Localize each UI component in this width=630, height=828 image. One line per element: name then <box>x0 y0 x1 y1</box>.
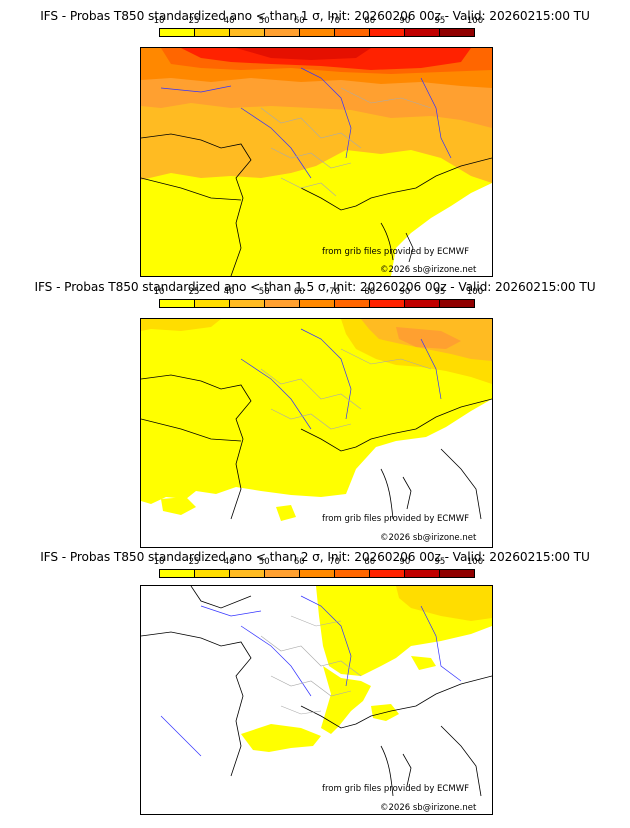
tick-label: 90 <box>399 557 411 567</box>
tick-label: 10 <box>153 287 165 297</box>
tick-label: 100 <box>466 287 484 297</box>
panel-title: IFS - Probas T850 standardized ano < tha… <box>34 280 596 294</box>
probability-map <box>140 318 493 548</box>
tick-label: 95 <box>434 557 446 567</box>
color-swatch <box>440 570 474 577</box>
tick-label: 25 <box>188 557 200 567</box>
color-swatch <box>160 570 195 577</box>
color-swatch <box>230 300 265 307</box>
credit-copyright: ©2026 sb@irizone.net <box>380 803 477 813</box>
tick-label: 25 <box>188 287 200 297</box>
credit-copyright: ©2026 sb@irizone.net <box>380 533 477 543</box>
tick-label: 40 <box>223 16 235 26</box>
color-swatch <box>405 570 440 577</box>
color-swatch <box>300 570 335 577</box>
probability-map <box>140 585 493 815</box>
tick-label: 70 <box>329 557 341 567</box>
colorbar-legend: 10 25 40 50 60 70 80 90 95 100 <box>154 287 484 311</box>
tick-label: 50 <box>258 16 270 26</box>
color-swatch <box>440 29 474 36</box>
colorbar-tick-labels: 10 25 40 50 60 70 80 90 95 100 <box>154 16 484 28</box>
colorbar-legend: 10 25 40 50 60 70 80 90 95 100 <box>154 557 484 581</box>
tick-label: 80 <box>364 16 376 26</box>
tick-label: 80 <box>364 287 376 297</box>
tick-label: 10 <box>153 557 165 567</box>
colorbar-legend: 10 25 40 50 60 70 80 90 95 100 <box>154 16 484 40</box>
color-swatch <box>405 300 440 307</box>
colorbar-swatches <box>159 569 475 578</box>
credit-source: from grib files provided by ECMWF <box>322 784 469 794</box>
tick-label: 70 <box>329 287 341 297</box>
tick-label: 95 <box>434 16 446 26</box>
color-swatch <box>335 570 370 577</box>
tick-label: 60 <box>293 287 305 297</box>
probability-panel-1-5sigma: IFS - Probas T850 standardized ano < tha… <box>0 271 630 548</box>
color-swatch <box>230 570 265 577</box>
color-swatch <box>195 29 230 36</box>
color-swatch <box>370 29 405 36</box>
color-swatch <box>370 300 405 307</box>
tick-label: 90 <box>399 16 411 26</box>
panel-title: IFS - Probas T850 standardized ano < tha… <box>40 9 590 23</box>
color-swatch <box>195 570 230 577</box>
tick-label: 10 <box>153 16 165 26</box>
map-image <box>141 48 492 276</box>
probability-panel-1sigma: IFS - Probas T850 standardized ano < tha… <box>0 0 630 277</box>
tick-label: 40 <box>223 287 235 297</box>
tick-label: 40 <box>223 557 235 567</box>
color-swatch <box>160 29 195 36</box>
tick-label: 80 <box>364 557 376 567</box>
tick-label: 25 <box>188 16 200 26</box>
color-swatch <box>300 29 335 36</box>
colorbar-tick-labels: 10 25 40 50 60 70 80 90 95 100 <box>154 287 484 299</box>
color-swatch <box>300 300 335 307</box>
tick-label: 90 <box>399 287 411 297</box>
colorbar-swatches <box>159 28 475 37</box>
tick-label: 50 <box>258 557 270 567</box>
probability-panel-2sigma: IFS - Probas T850 standardized ano < tha… <box>0 541 630 815</box>
color-swatch <box>265 29 300 36</box>
probability-map <box>140 47 493 277</box>
colorbar-tick-labels: 10 25 40 50 60 70 80 90 95 100 <box>154 557 484 569</box>
color-swatch <box>405 29 440 36</box>
tick-label: 60 <box>293 557 305 567</box>
color-swatch <box>335 300 370 307</box>
colorbar-swatches <box>159 299 475 308</box>
tick-label: 100 <box>466 16 484 26</box>
color-swatch <box>265 300 300 307</box>
credit-source: from grib files provided by ECMWF <box>322 247 469 257</box>
color-swatch <box>335 29 370 36</box>
tick-label: 50 <box>258 287 270 297</box>
color-swatch <box>370 570 405 577</box>
tick-label: 95 <box>434 287 446 297</box>
tick-label: 70 <box>329 16 341 26</box>
color-swatch <box>230 29 265 36</box>
tick-label: 100 <box>466 557 484 567</box>
color-swatch <box>440 300 474 307</box>
map-image <box>141 319 492 547</box>
color-swatch <box>160 300 195 307</box>
map-image <box>141 586 492 814</box>
color-swatch <box>195 300 230 307</box>
color-swatch <box>265 570 300 577</box>
panel-title: IFS - Probas T850 standardized ano < tha… <box>40 550 590 564</box>
credit-copyright: ©2026 sb@irizone.net <box>380 265 477 275</box>
tick-label: 60 <box>293 16 305 26</box>
credit-source: from grib files provided by ECMWF <box>322 514 469 524</box>
